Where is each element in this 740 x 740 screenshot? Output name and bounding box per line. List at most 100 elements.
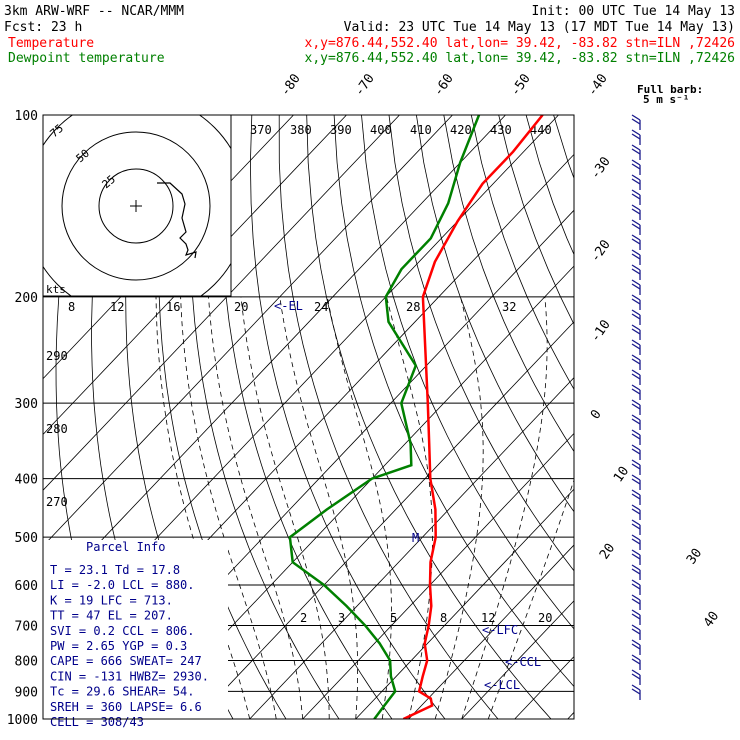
forecast-hour: Fcst: 23 h (4, 20, 82, 35)
theta-label-420: 420 (450, 123, 472, 137)
dry-adiabat-380 (470, 115, 574, 390)
barb-flag (631, 204, 641, 211)
pressure-label-700: 700 (15, 619, 38, 634)
barb-flag (631, 598, 641, 605)
barb-flag (631, 463, 641, 470)
isotherm-label-right-6: 30 (684, 546, 705, 567)
barb-flag (631, 448, 641, 455)
barb-flag (631, 339, 641, 346)
isotherm-0 (302, 432, 574, 719)
barb-flag (631, 129, 641, 136)
barb-flag (631, 159, 641, 166)
barb-flag (631, 219, 641, 226)
moist-adiabat-35 (487, 478, 574, 719)
init-time: Init: 00 UTC Tue 14 May 13 (532, 4, 736, 19)
isotherm--10 (249, 377, 574, 719)
barb-flag (631, 688, 641, 695)
pressure-label-500: 500 (15, 531, 38, 546)
theta-side-label-270: 270 (46, 495, 68, 509)
dry-adiabat-450 (663, 115, 740, 719)
mixing-ratio-label-8: 8 (440, 611, 447, 625)
parcel-info-row-7: CIN = -131 HWBZ= 2930. (50, 669, 209, 683)
barb-flag (631, 144, 641, 151)
full-barb-unit: 5 m s⁻¹ (643, 93, 689, 106)
mixing-ratio-label-20: 20 (538, 611, 552, 625)
isotherm-40 (514, 655, 574, 719)
dry-adiabat-300 (249, 115, 446, 719)
barb-flag (631, 684, 641, 691)
barb-flag (631, 133, 641, 140)
isotherm-label-right-2: -10 (588, 317, 614, 345)
isotherm-label-top-0: -80 (278, 71, 304, 99)
barb-flag (631, 354, 641, 361)
barb-flag (631, 328, 641, 335)
barb-flag (631, 208, 641, 215)
barb-flag (631, 114, 641, 121)
hodograph-trace (157, 182, 197, 259)
barb-flag (631, 549, 641, 556)
pressure-label-200: 200 (15, 291, 38, 306)
isotherm-grid (43, 115, 574, 719)
barb-flag (631, 568, 641, 575)
pressure-label-600: 600 (15, 579, 38, 594)
barb-flag (631, 369, 641, 376)
pressure-label-400: 400 (15, 473, 38, 488)
moist-adiabat-30 (461, 296, 548, 719)
el-marker: <-EL (274, 299, 303, 313)
parcel-info-row-8: Tc = 29.6 SHEAR= 54. (50, 685, 195, 699)
parcel-info-row-6: CAPE = 666 SWEAT= 247 (50, 654, 202, 668)
barb-flag (631, 489, 641, 496)
barb-flag (631, 579, 641, 586)
barb-flag (631, 639, 641, 646)
barb-flag (631, 669, 641, 676)
mixing-ratio-label-2: 2 (300, 611, 307, 625)
barb-flag (631, 444, 641, 451)
barb-flag (631, 313, 641, 320)
barb-flag (631, 534, 641, 541)
dry-adiabat-310 (278, 115, 499, 719)
barb-flag (631, 433, 641, 440)
barb-flag (631, 459, 641, 466)
temperature-legend: Temperature (8, 36, 94, 51)
wind-barbs (631, 114, 641, 700)
barb-flag (631, 279, 641, 286)
barb-flag (631, 504, 641, 511)
m-marker: M (412, 531, 419, 545)
ccl-marker: <-CCL (505, 655, 541, 669)
barb-flag (631, 474, 641, 481)
barb-flag (631, 583, 641, 590)
dry-adiabat-440 (636, 115, 740, 719)
barb-flag (631, 163, 641, 170)
parcel-info-panel: Parcel Info T = 23.1 Td = 17.8LI = -2.0 … (43, 540, 228, 729)
moist-adiabat-15 (326, 296, 392, 719)
temperature-location: x,y=876.44,552.40 lat,lon= 39.42, -83.82… (305, 36, 735, 51)
moist-adiabat-5 (240, 296, 330, 719)
barb-flag (631, 643, 641, 650)
dry-adiabat-390 (498, 115, 574, 325)
isotherm-label-right-7: 40 (701, 609, 722, 630)
barb-flag (631, 609, 641, 616)
dry-adiabat-460 (691, 115, 740, 719)
isotherm-label-right-4: 10 (611, 464, 632, 485)
theta-label-440: 440 (530, 123, 552, 137)
barb-flag (631, 238, 641, 245)
hodo-speed-label-12: 12 (110, 300, 124, 314)
parcel-info-row-4: SVI = 0.2 CCL = 806. (50, 624, 195, 638)
pressure-label-800: 800 (15, 654, 38, 669)
barb-flag (631, 519, 641, 526)
barb-flag (631, 538, 641, 545)
barb-flag (631, 418, 641, 425)
mixing-ratio-label-5: 5 (390, 611, 397, 625)
theta-label-390: 390 (330, 123, 352, 137)
isotherm-label-right-5: 20 (597, 541, 618, 562)
barb-flag (631, 294, 641, 301)
theta-side-label-280: 280 (46, 422, 68, 436)
isotherm--30 (143, 265, 574, 719)
moist-adiabat-10 (279, 296, 359, 719)
isotherm-label-top-2: -60 (431, 71, 457, 99)
isotherm--70 (43, 115, 506, 603)
temperature-profile (402, 115, 544, 719)
theta-label-410: 410 (410, 123, 432, 137)
isotherm-label-top-1: -70 (352, 71, 378, 99)
barb-flag (631, 429, 641, 436)
